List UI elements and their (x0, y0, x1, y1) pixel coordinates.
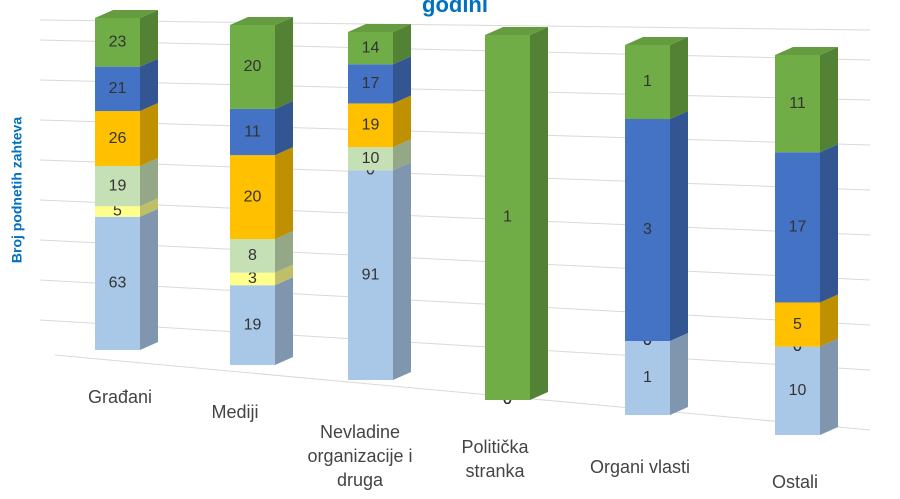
bar-segment (348, 32, 393, 65)
bar-top (348, 24, 411, 32)
bar-segment (95, 216, 140, 350)
bar-side (670, 333, 688, 415)
bar-segment (95, 166, 140, 207)
y-axis-label: Broj podnetih zahteva (9, 117, 25, 263)
bar-segment (348, 170, 393, 380)
data-label: 19 (244, 316, 262, 333)
bar-side (275, 17, 293, 109)
data-label: 10 (362, 150, 380, 167)
bar-side (670, 37, 688, 119)
bar-segment (230, 272, 275, 286)
bar-top (625, 37, 688, 45)
bar-segment (95, 18, 140, 67)
data-label: 11 (244, 123, 261, 140)
data-label: 1 (503, 209, 512, 226)
x-tick-label: Mediji (211, 402, 259, 422)
data-label: 17 (362, 75, 380, 92)
bar-segment (95, 111, 140, 167)
data-label: 3 (248, 270, 257, 287)
x-tick-label: Ostali (771, 472, 818, 492)
bar-side (530, 27, 548, 400)
data-label: 5 (793, 316, 802, 333)
bar-side (140, 10, 158, 67)
data-label: 1 (643, 73, 652, 90)
bar-segment (775, 152, 820, 303)
bar-side (393, 56, 411, 104)
bar-segment (230, 25, 275, 109)
bar-segment (348, 64, 393, 104)
data-label: 91 (362, 266, 380, 283)
floor-grid (39, 19, 871, 431)
bar-side (393, 139, 411, 171)
x-tick-label: Politička stranka (461, 437, 529, 481)
data-label: 26 (109, 130, 127, 147)
bar-segment (95, 206, 140, 217)
bar-segment (230, 108, 275, 156)
data-label: 5 (113, 203, 122, 220)
bar-top (485, 27, 548, 35)
bar-segment (775, 55, 820, 153)
bar-segment (348, 147, 393, 171)
data-label: 14 (362, 39, 380, 56)
bar-segment (485, 35, 530, 400)
data-label: 19 (109, 177, 127, 194)
bar-side (140, 58, 158, 112)
bar-side (820, 294, 838, 347)
data-label: 19 (362, 117, 380, 134)
bar-side (275, 277, 293, 365)
bar-side (140, 198, 158, 217)
bar-segment (625, 119, 670, 341)
chart-title: godini (422, 0, 488, 17)
data-label: 11 (789, 95, 806, 112)
bar-side (393, 95, 411, 148)
bar-segment (348, 103, 393, 148)
bar-side (140, 103, 158, 167)
bar-segment (625, 45, 670, 119)
bar-segment (230, 239, 275, 273)
bar-segment (230, 155, 275, 240)
bar-side (275, 264, 293, 286)
bar-segment (775, 302, 820, 347)
x-tick-label: Nevladine organizacije i druga (307, 422, 413, 490)
bar-segment (95, 66, 140, 112)
data-label: 17 (789, 219, 807, 236)
data-label: 1 (643, 369, 652, 386)
data-label: 8 (248, 247, 257, 264)
bar-top (775, 47, 838, 55)
bar-segment (230, 285, 275, 365)
bar-side (275, 100, 293, 156)
data-label: 63 (109, 275, 127, 292)
x-tick-label: Građani (87, 387, 153, 407)
x-tick-label: Organi vlasti (589, 457, 691, 477)
bar-side (820, 338, 838, 435)
bar-segment (775, 346, 820, 435)
bar-side (275, 147, 293, 240)
bar-side (393, 24, 411, 65)
data-label: 10 (789, 382, 807, 399)
bar-segment (625, 341, 670, 415)
bar-side (670, 111, 688, 341)
data-label: 20 (244, 58, 262, 75)
bar-top (95, 10, 158, 18)
data-label: 23 (109, 34, 127, 51)
bar-side (275, 231, 293, 273)
bar-side (140, 208, 158, 350)
bar-top (230, 17, 293, 25)
bar-side (393, 162, 411, 380)
data-label: 3 (643, 221, 652, 238)
bar-side (820, 47, 838, 153)
bar-side (820, 144, 838, 303)
bar-side (140, 158, 158, 207)
data-label: 21 (109, 80, 127, 97)
data-label: 20 (244, 188, 262, 205)
